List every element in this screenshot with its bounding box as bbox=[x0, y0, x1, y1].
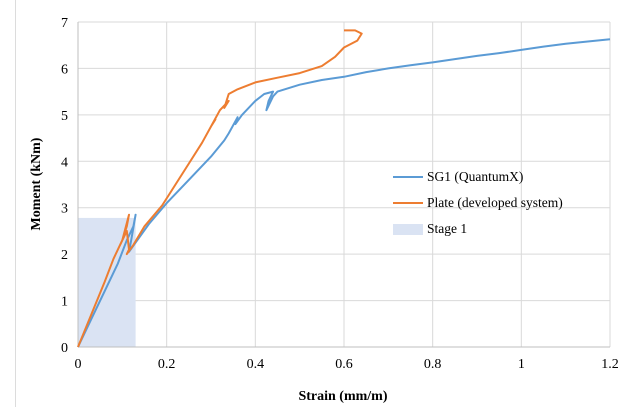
y-tick-label: 0 bbox=[61, 341, 68, 356]
x-tick-label: 1.2 bbox=[601, 357, 619, 372]
legend-item-plate: Plate (developed system) bbox=[393, 190, 563, 216]
series-line-0 bbox=[77, 38, 611, 348]
series-line-1 bbox=[77, 29, 363, 348]
x-tick-label: 0.2 bbox=[158, 357, 176, 372]
gridlines bbox=[78, 21, 611, 347]
y-axis-label: Moment (kNm) bbox=[29, 137, 44, 230]
x-axis-label: Strain (mm/m) bbox=[298, 389, 387, 404]
x-tick-label: 1 bbox=[518, 357, 525, 372]
legend-swatch-stage bbox=[393, 223, 423, 235]
axes bbox=[77, 22, 610, 348]
y-tick-label: 5 bbox=[61, 109, 68, 124]
y-tick-label: 1 bbox=[61, 295, 68, 310]
x-tick-label: 0 bbox=[75, 357, 82, 372]
legend: SG1 (QuantumX) Plate (developed system) … bbox=[393, 164, 563, 242]
left-border-rule bbox=[15, 0, 16, 407]
legend-swatch-sg1 bbox=[393, 176, 423, 178]
y-tick-label: 4 bbox=[61, 155, 68, 170]
y-tick-label: 6 bbox=[61, 62, 68, 77]
x-tick-label: 0.8 bbox=[424, 357, 442, 372]
legend-item-sg1: SG1 (QuantumX) bbox=[393, 164, 563, 190]
y-tick-label: 7 bbox=[61, 16, 68, 31]
tick-labels: 0 0.2 0.4 0.6 0.8 1 1.2 0 1 2 3 4 5 6 7 bbox=[61, 16, 619, 372]
legend-swatch-plate bbox=[393, 202, 423, 204]
legend-item-stage: Stage 1 bbox=[393, 216, 563, 242]
legend-label-sg1: SG1 (QuantumX) bbox=[427, 169, 524, 184]
series-lines bbox=[77, 29, 611, 348]
y-tick-label: 2 bbox=[61, 248, 68, 263]
y-tick-label: 3 bbox=[61, 202, 68, 217]
x-tick-label: 0.4 bbox=[247, 357, 265, 372]
legend-label-stage: Stage 1 bbox=[427, 221, 468, 236]
legend-label-plate: Plate (developed system) bbox=[427, 195, 563, 210]
x-tick-label: 0.6 bbox=[335, 357, 353, 372]
